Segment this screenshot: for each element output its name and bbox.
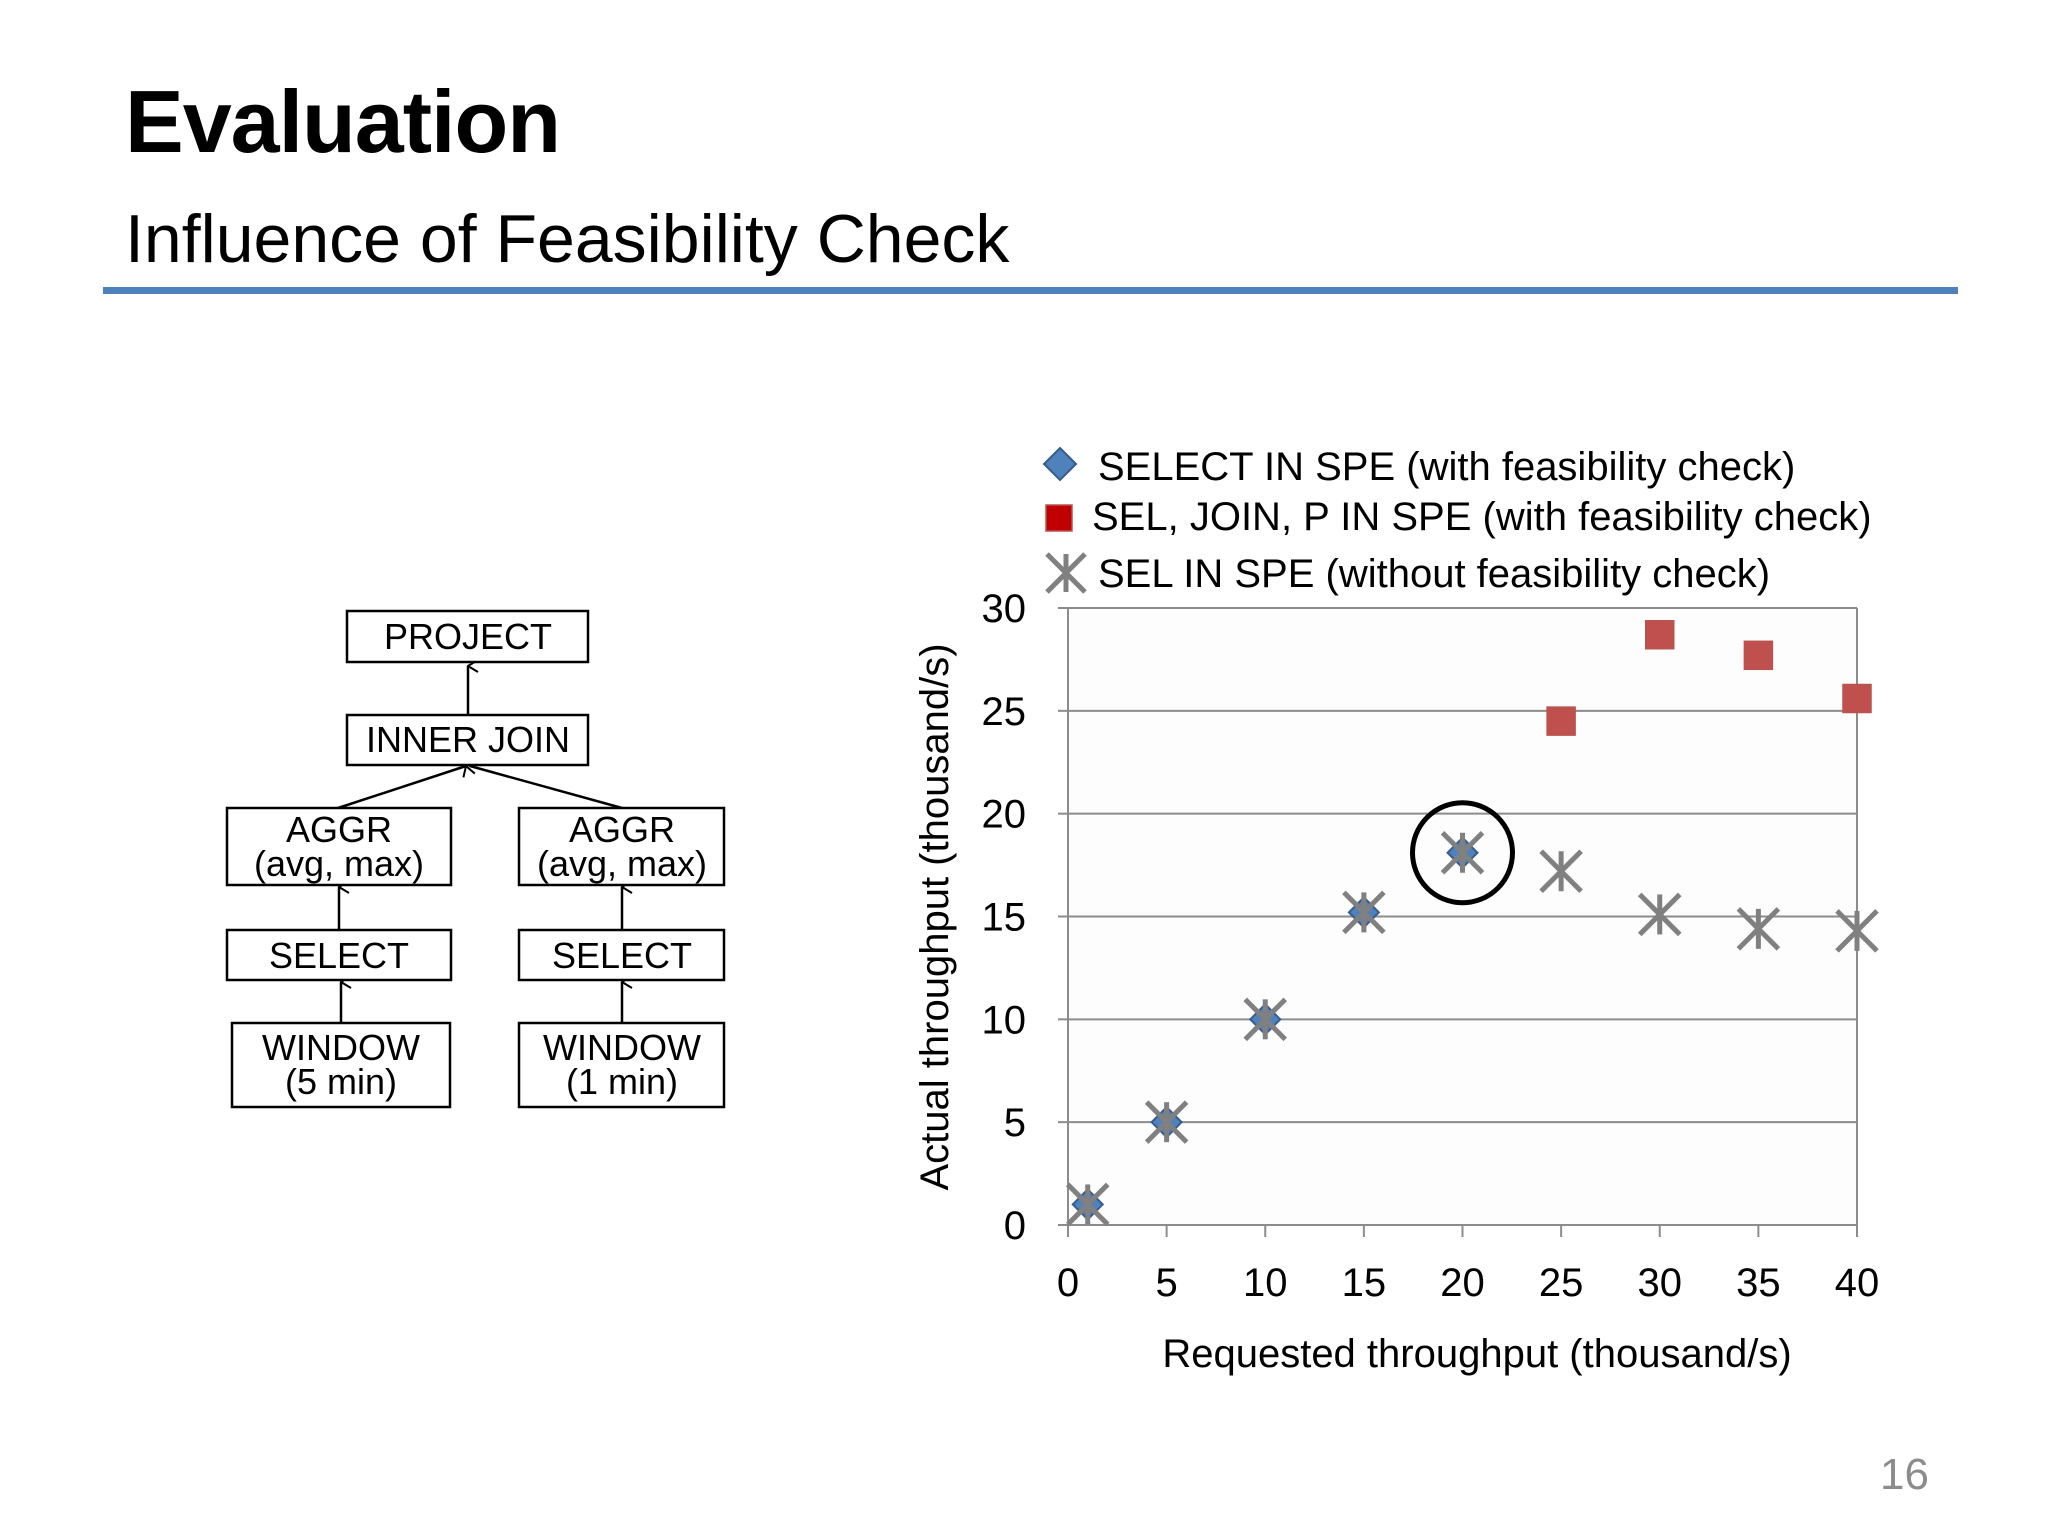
x-tick-label: 15 xyxy=(1342,1261,1387,1305)
y-tick-label: 0 xyxy=(1004,1204,1026,1248)
x-tick-label: 5 xyxy=(1156,1261,1178,1305)
y-tick-label: 20 xyxy=(982,793,1027,837)
plan-node-left-aggr: AGGR (avg, max) xyxy=(225,806,453,887)
axis-layer: 0 5 10 15 20 25 30 0 5 10 15 20 25 30 35 40 xyxy=(982,587,1880,1305)
slide-subtitle: Influence of Feasibility Check xyxy=(125,201,1010,277)
plan-node-right-aggr-line2: (avg, max) xyxy=(537,843,707,884)
y-axis-label: Actual throughput (thousand/s) xyxy=(913,643,957,1190)
plan-node-left-window: WINDOW (5 min) xyxy=(230,1021,452,1109)
highlight-circle xyxy=(1410,800,1515,906)
x-tick-label: 10 xyxy=(1243,1261,1288,1305)
y-tick-label: 30 xyxy=(982,587,1027,631)
y-tick-label: 15 xyxy=(982,896,1027,940)
plan-node-right-window-line2: (1 min) xyxy=(566,1061,678,1102)
legend-entry-0: SELECT IN SPE (with feasibility check) xyxy=(1042,445,1795,489)
chart-legend: SELECT IN SPE (with feasibility check) SE… xyxy=(1042,445,1872,596)
plan-node-inner-join-label: INNER JOIN xyxy=(366,719,570,760)
point-asterisk-1 xyxy=(1144,1100,1189,1144)
edge-right-aggr-to-join xyxy=(470,766,623,810)
plan-node-left-select-label: SELECT xyxy=(269,935,409,976)
legend-marker-1 xyxy=(1045,504,1073,532)
point-square-1 xyxy=(1645,619,1675,650)
point-asterisk-7 xyxy=(1736,907,1781,951)
legend-marker-2 xyxy=(1045,552,1087,594)
point-asterisk-8 xyxy=(1835,909,1879,953)
x-tick-label: 20 xyxy=(1440,1261,1485,1305)
point-asterisk-2 xyxy=(1243,997,1288,1042)
point-asterisk-4 xyxy=(1440,830,1485,875)
plan-node-left-window-line1: WINDOW xyxy=(262,1027,420,1068)
point-square-2 xyxy=(1743,640,1774,671)
y-tick-label: 5 xyxy=(1004,1101,1026,1145)
page-number: 16 xyxy=(1880,1450,1929,1499)
x-tick-label: 35 xyxy=(1736,1261,1781,1305)
edge-left-aggr-to-join xyxy=(337,766,466,810)
plan-node-left-select: SELECT xyxy=(225,928,453,982)
plan-node-right-window: WINDOW (1 min) xyxy=(517,1021,726,1109)
point-asterisk-0 xyxy=(1065,1182,1110,1227)
legend-label-1: SEL, JOIN, P IN SPE (with feasibility ch… xyxy=(1092,495,1872,539)
legend-label-0: SELECT IN SPE (with feasibility check) xyxy=(1098,445,1795,489)
plan-node-left-window-line2: (5 min) xyxy=(285,1061,397,1102)
plan-node-inner-join: INNER JOIN xyxy=(345,713,590,767)
point-asterisk-6 xyxy=(1637,892,1682,937)
title-divider xyxy=(103,287,1958,294)
y-tick-label: 10 xyxy=(982,998,1027,1042)
plan-node-left-aggr-line2: (avg, max) xyxy=(254,843,424,884)
y-tick-label: 25 xyxy=(982,690,1027,734)
point-square-3 xyxy=(1842,683,1872,714)
plan-node-right-aggr-line1: AGGR xyxy=(569,809,675,850)
legend-marker-0 xyxy=(1042,446,1078,482)
point-asterisk-3 xyxy=(1342,890,1386,935)
marks-layer xyxy=(1065,619,1879,1227)
legend-entry-2: SEL IN SPE (without feasibility check) xyxy=(1045,552,1770,596)
legend-label-2: SEL IN SPE (without feasibility check) xyxy=(1098,552,1770,596)
legend-entry-1: SEL, JOIN, P IN SPE (with feasibility ch… xyxy=(1045,495,1872,539)
plan-node-right-select: SELECT xyxy=(517,928,726,982)
x-tick-label: 40 xyxy=(1835,1261,1880,1305)
point-square-0 xyxy=(1546,706,1576,736)
point-asterisk-5 xyxy=(1539,849,1583,894)
x-tick-label: 25 xyxy=(1539,1261,1584,1305)
x-axis-label: Requested throughput (thousand/s) xyxy=(1162,1332,1791,1376)
plan-node-project-label: PROJECT xyxy=(384,616,552,657)
plan-node-project: PROJECT xyxy=(345,609,590,664)
plan-node-right-window-line1: WINDOW xyxy=(543,1027,701,1068)
plan-node-left-aggr-line1: AGGR xyxy=(286,809,392,850)
plan-node-right-aggr: AGGR (avg, max) xyxy=(517,806,726,887)
x-tick-label: 30 xyxy=(1638,1261,1683,1305)
slide-title: Evaluation xyxy=(125,72,561,171)
annotation-layer xyxy=(1410,800,1515,906)
plan-node-right-select-label: SELECT xyxy=(552,935,692,976)
x-tick-label: 0 xyxy=(1057,1261,1079,1305)
